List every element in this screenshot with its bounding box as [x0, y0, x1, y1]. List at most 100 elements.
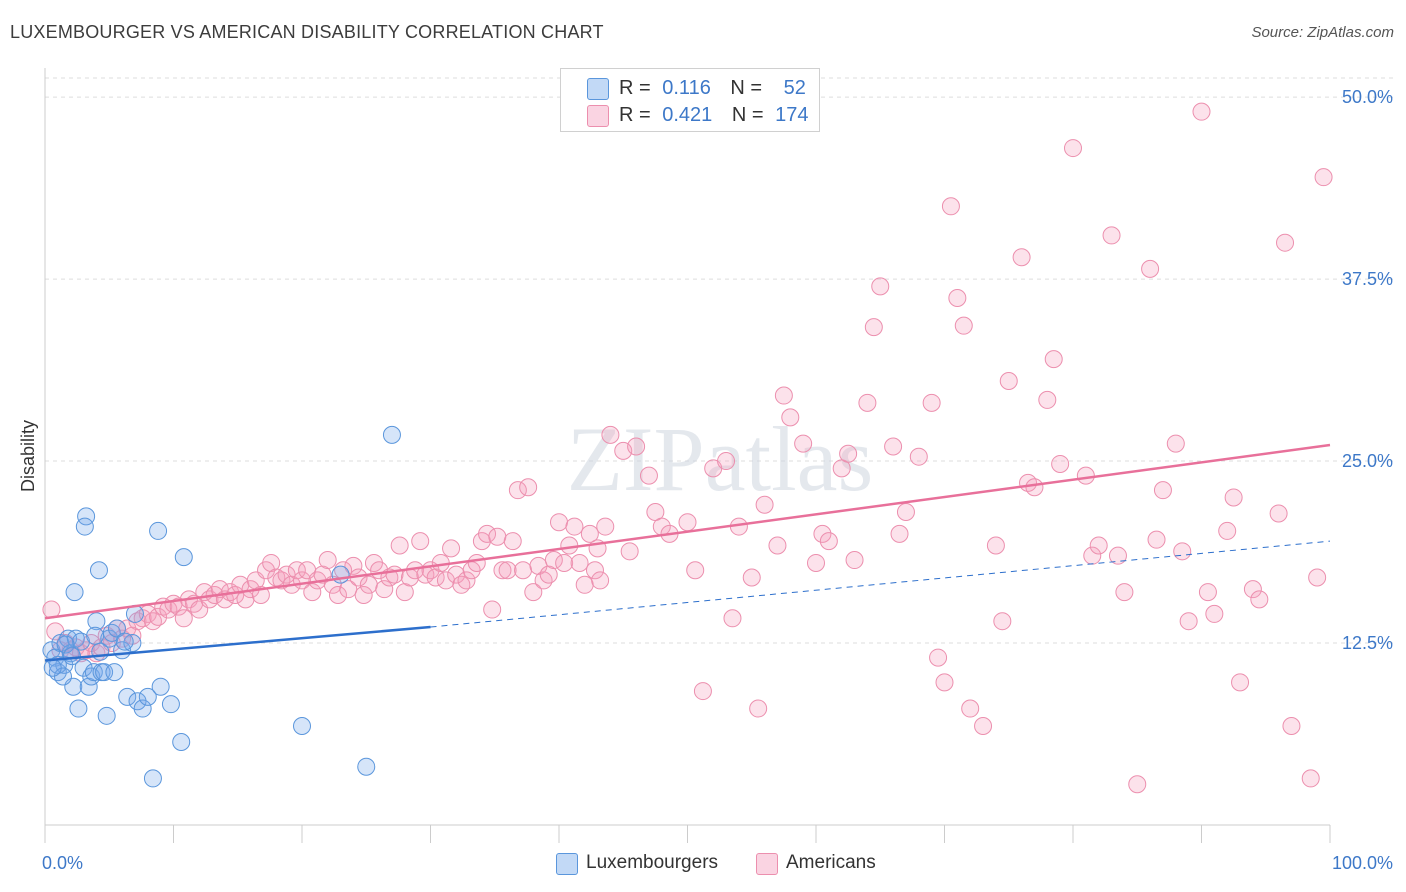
luxembourgers-points	[42, 425, 401, 788]
american-point	[961, 699, 980, 718]
luxembourger-point	[172, 733, 191, 752]
american-point	[1128, 775, 1147, 794]
american-point	[1108, 546, 1127, 565]
american-point	[585, 561, 604, 580]
american-point	[519, 478, 538, 497]
american-point	[580, 524, 599, 543]
american-point	[601, 425, 620, 444]
luxembourgers-trend-line	[44, 625, 431, 662]
american-point	[755, 495, 774, 514]
american-point	[993, 612, 1012, 631]
american-point	[1314, 168, 1333, 187]
americans-trend-line	[44, 443, 1331, 620]
american-point	[544, 551, 563, 570]
american-point	[1141, 259, 1160, 278]
bottom-legend-label-americans: Americans	[786, 852, 876, 873]
american-point	[1089, 536, 1108, 555]
legend-r-value: 0.421	[662, 104, 713, 126]
luxembourger-point	[86, 626, 105, 645]
american-point	[639, 466, 658, 485]
american-point	[277, 565, 296, 584]
luxembourger-point	[123, 634, 142, 653]
american-point	[1147, 530, 1166, 549]
american-point	[1243, 580, 1262, 599]
x-tick-label: 100.0%	[1332, 853, 1393, 873]
american-point	[620, 542, 639, 561]
american-point	[813, 524, 832, 543]
american-point	[1308, 568, 1327, 587]
american-point	[478, 524, 497, 543]
luxembourger-point	[62, 647, 81, 666]
american-point	[1076, 466, 1095, 485]
american-point	[128, 612, 147, 631]
american-point	[524, 583, 543, 602]
luxembourger-point	[69, 699, 88, 718]
legend-n-label: N =	[731, 104, 764, 126]
american-point	[1153, 481, 1172, 500]
american-point	[781, 408, 800, 427]
luxembourger-point	[161, 695, 180, 714]
american-point	[884, 437, 903, 456]
american-point	[1173, 542, 1192, 561]
american-point	[986, 536, 1005, 555]
american-point	[819, 532, 838, 551]
bottom-legend-swatch-luxembourgers	[556, 853, 578, 875]
american-point	[1224, 488, 1243, 507]
luxembourger-point	[133, 699, 152, 718]
luxembourger-point	[331, 565, 350, 584]
legend-n-value: 174	[775, 104, 809, 126]
american-point	[328, 585, 347, 604]
tick-labels: 12.5% 25.0% 37.5% 50.0% 0.0% 100.0%	[42, 87, 1393, 873]
american-point	[858, 393, 877, 412]
american-point	[1269, 504, 1288, 523]
grid-lines	[45, 77, 1395, 644]
american-point	[845, 551, 864, 570]
american-point	[935, 673, 954, 692]
american-point	[385, 565, 404, 584]
legend-swatch-americans	[587, 105, 609, 127]
american-point	[503, 532, 522, 551]
american-point	[1301, 769, 1320, 788]
american-point	[794, 434, 813, 453]
bottom-legend-swatch-americans	[756, 853, 778, 875]
luxembourger-point	[91, 642, 110, 661]
american-point	[1038, 390, 1057, 409]
american-point	[560, 536, 579, 555]
luxembourgers-trend-extension	[430, 540, 1331, 628]
american-point	[929, 648, 948, 667]
american-point	[1282, 717, 1301, 736]
luxembourger-point	[97, 706, 116, 725]
american-point	[483, 600, 502, 619]
american-point	[550, 513, 568, 532]
american-point	[896, 503, 915, 522]
american-point	[1051, 454, 1070, 473]
american-point	[742, 568, 761, 587]
y-tick-label: 12.5%	[1342, 633, 1393, 653]
american-point	[287, 561, 306, 580]
american-point	[871, 277, 890, 296]
american-point	[627, 437, 646, 456]
luxembourger-point	[115, 632, 134, 651]
american-point	[1231, 673, 1250, 692]
luxembourger-point	[382, 425, 401, 444]
american-point	[768, 536, 787, 555]
legend-swatch-luxembourgers	[587, 78, 609, 100]
luxembourger-point	[43, 658, 62, 677]
american-point	[539, 565, 558, 584]
y-tick-label: 50.0%	[1342, 87, 1393, 107]
trend-lines	[44, 443, 1331, 662]
american-point	[1025, 478, 1044, 497]
american-point	[457, 571, 476, 590]
american-point	[442, 539, 461, 558]
american-point	[1192, 102, 1211, 121]
american-point	[1276, 233, 1295, 252]
american-point	[169, 597, 188, 616]
american-point	[555, 553, 574, 572]
american-point	[909, 447, 928, 466]
american-point	[774, 386, 793, 405]
american-point	[1064, 139, 1082, 158]
american-point	[1250, 590, 1269, 609]
american-point	[1115, 583, 1134, 602]
american-point	[686, 561, 705, 580]
american-point	[693, 682, 712, 701]
